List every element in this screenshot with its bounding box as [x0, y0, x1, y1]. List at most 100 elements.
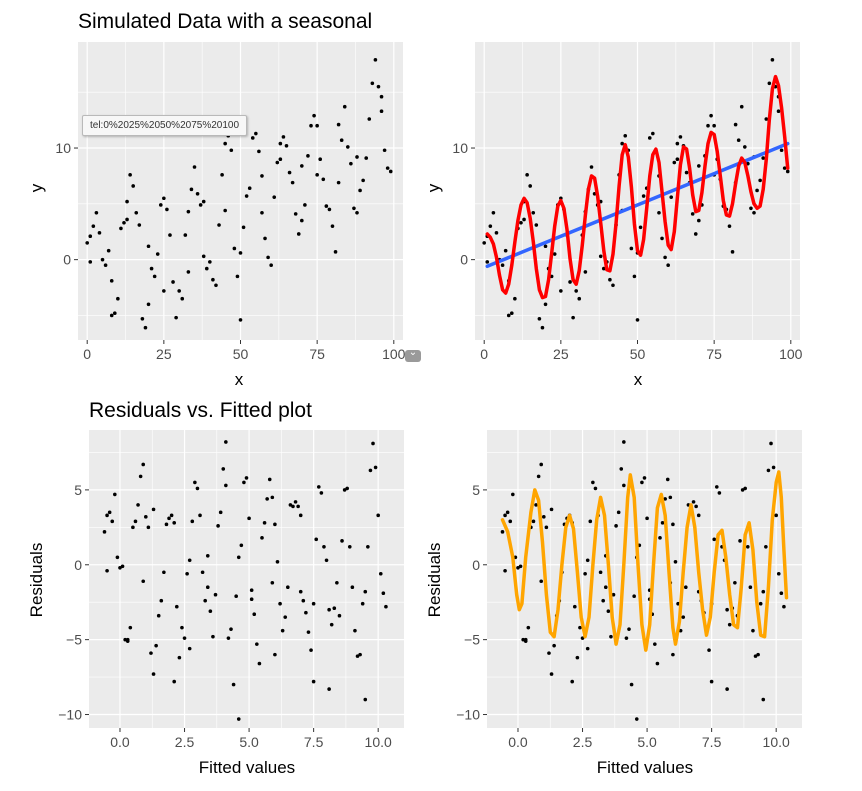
data-point: [571, 315, 575, 320]
data-point: [717, 491, 722, 495]
data-point: [315, 173, 319, 177]
data-point: [266, 255, 270, 260]
x-tick-label: 5.0: [637, 734, 657, 750]
data-point: [149, 266, 154, 271]
data-point: [158, 203, 163, 207]
data-point: [727, 622, 732, 627]
data-point: [162, 570, 166, 575]
x-tick-label: 7.5: [304, 734, 324, 750]
data-point: [238, 318, 243, 322]
dropdown-button[interactable]: ⌄: [405, 347, 421, 362]
data-point: [671, 522, 675, 527]
x-tick-label: 2.5: [175, 734, 195, 750]
data-point: [180, 625, 184, 630]
data-point: [766, 468, 771, 473]
data-point: [208, 609, 213, 613]
data-point: [327, 207, 332, 212]
data-point: [552, 252, 557, 256]
x-tick-label: 0: [83, 346, 91, 362]
data-point: [537, 316, 542, 321]
data-point: [201, 199, 206, 204]
data-point: [287, 170, 292, 175]
x-tick-label: 2.5: [573, 734, 593, 750]
data-point: [770, 58, 775, 62]
data-point: [684, 585, 688, 590]
data-point: [250, 136, 255, 140]
data-point: [213, 592, 218, 597]
data-point: [319, 491, 324, 495]
data-point: [534, 503, 538, 507]
data-point: [85, 241, 89, 245]
data-point: [678, 135, 683, 139]
data-point: [508, 519, 513, 524]
data-point: [146, 302, 151, 307]
data-point: [542, 515, 546, 519]
data-point: [252, 612, 257, 616]
y-tick-label: 5: [74, 482, 82, 498]
data-point: [743, 145, 747, 149]
data-point: [583, 270, 588, 274]
data-point: [364, 156, 369, 160]
data-point: [767, 81, 772, 86]
data-point: [187, 646, 192, 651]
data-point: [109, 279, 114, 283]
data-point: [273, 652, 277, 657]
data-point: [254, 131, 258, 136]
data-point: [260, 174, 264, 178]
data-point: [340, 539, 344, 543]
data-point: [570, 679, 575, 684]
data-point: [588, 519, 593, 524]
data-point: [260, 536, 264, 540]
data-point: [182, 636, 187, 640]
data-point: [198, 513, 202, 518]
data-point: [244, 476, 249, 480]
data-point: [333, 250, 338, 254]
data-point: [482, 241, 486, 245]
data-point: [485, 260, 490, 264]
x-tick-label: 10.0: [365, 734, 392, 750]
data-point: [303, 203, 307, 207]
data-point: [518, 564, 523, 569]
data-point: [681, 615, 686, 619]
data-point: [335, 580, 339, 585]
data-point: [632, 274, 637, 279]
data-point: [503, 568, 507, 573]
data-point: [270, 580, 275, 585]
data-point: [205, 553, 210, 558]
data-point: [559, 289, 563, 293]
data-point: [745, 545, 750, 549]
data-point: [693, 232, 698, 236]
data-point: [583, 571, 587, 576]
data-point: [151, 672, 156, 676]
data-point: [136, 503, 140, 507]
data-point: [697, 218, 701, 223]
data-point: [751, 628, 755, 633]
x-tick-label: 0: [480, 346, 488, 362]
data-point: [283, 615, 288, 619]
data-point: [171, 280, 175, 284]
data-point: [675, 141, 680, 146]
data-point: [785, 169, 790, 174]
data-point: [183, 233, 188, 237]
data-point: [601, 598, 605, 603]
data-point: [709, 113, 713, 118]
data-point: [337, 613, 342, 618]
data-point: [629, 682, 634, 687]
data-point: [255, 642, 259, 646]
data-point: [642, 476, 647, 480]
seasonal-fit-line: [485, 74, 790, 300]
data-point: [748, 585, 753, 590]
data-point: [316, 485, 321, 489]
y-tick-label: 0: [63, 252, 71, 268]
data-point: [110, 519, 115, 524]
data-point: [622, 483, 626, 488]
data-point: [241, 225, 246, 230]
data-point: [284, 143, 289, 148]
data-point: [539, 579, 544, 584]
data-point: [116, 296, 120, 301]
data-point: [329, 622, 334, 627]
data-point: [100, 257, 105, 262]
data-point: [519, 221, 523, 225]
data-point: [376, 513, 380, 518]
